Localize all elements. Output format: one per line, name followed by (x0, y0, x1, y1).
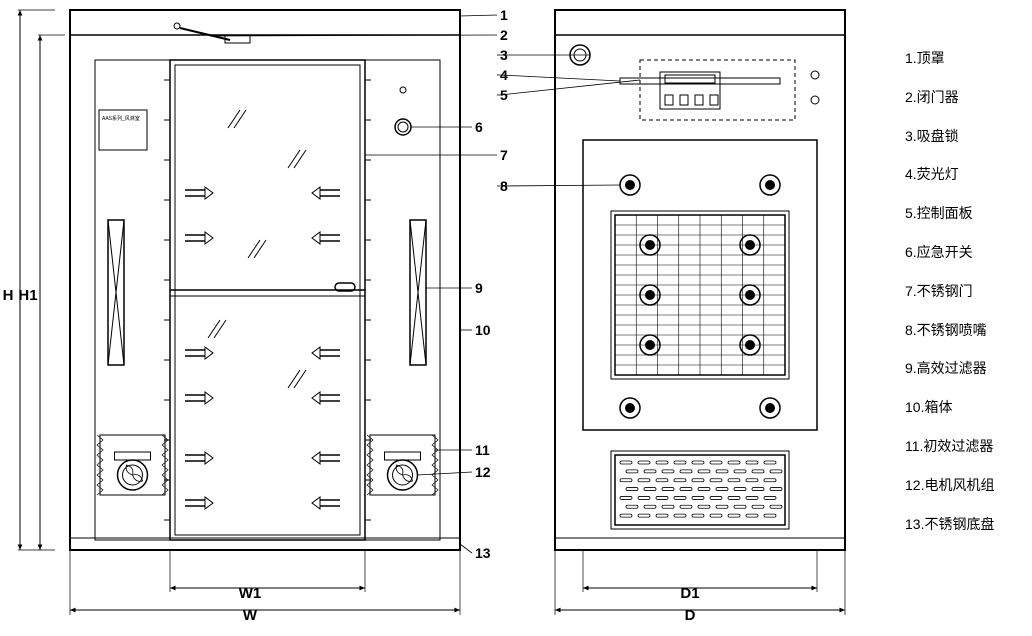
legend-item: 5.控制面板 (905, 205, 994, 222)
svg-text:13: 13 (475, 545, 491, 561)
svg-text:AAS系列_风淋室: AAS系列_风淋室 (102, 115, 140, 122)
svg-text:H1: H1 (18, 287, 37, 304)
parts-legend: 1.顶罩 2.闭门器 3.吸盘锁 4.荧光灯 5.控制面板 6.应急开关 7.不锈钢门 8.不… (905, 50, 994, 554)
svg-text:3: 3 (500, 47, 508, 63)
legend-item: 7.不锈钢门 (905, 283, 994, 300)
legend-item: 9.高效过滤器 (905, 360, 994, 377)
legend-item: 3.吸盘锁 (905, 128, 994, 145)
svg-text:1: 1 (500, 7, 508, 23)
svg-text:D1: D1 (680, 585, 699, 602)
svg-text:11: 11 (475, 442, 490, 458)
diagram-container: { "legend": { "items": [ {"num":"1","lab… (0, 0, 1032, 636)
legend-item: 6.应急开关 (905, 244, 994, 261)
legend-item: 4.荧光灯 (905, 166, 994, 183)
technical-drawing: AAS系列_风淋室12345678910111213HH1WW1DD1 (0, 0, 1032, 636)
svg-text:4: 4 (500, 67, 508, 83)
legend-item: 13.不锈钢底盘 (905, 516, 994, 533)
svg-text:9: 9 (475, 280, 483, 296)
svg-text:W1: W1 (239, 585, 262, 602)
svg-text:7: 7 (500, 147, 508, 163)
legend-item: 10.箱体 (905, 399, 994, 416)
svg-text:6: 6 (475, 119, 483, 135)
svg-text:10: 10 (475, 322, 491, 338)
svg-text:12: 12 (475, 464, 491, 480)
svg-text:5: 5 (500, 87, 508, 103)
legend-item: 11.初效过滤器 (905, 438, 994, 455)
svg-text:2: 2 (500, 27, 508, 43)
legend-item: 8.不锈钢喷嘴 (905, 322, 994, 339)
legend-item: 12.电机风机组 (905, 477, 994, 494)
svg-text:D: D (685, 607, 696, 624)
svg-text:H: H (3, 287, 14, 304)
legend-item: 1.顶罩 (905, 50, 994, 67)
legend-item: 2.闭门器 (905, 89, 994, 106)
svg-text:W: W (243, 607, 258, 624)
svg-text:8: 8 (500, 178, 508, 194)
